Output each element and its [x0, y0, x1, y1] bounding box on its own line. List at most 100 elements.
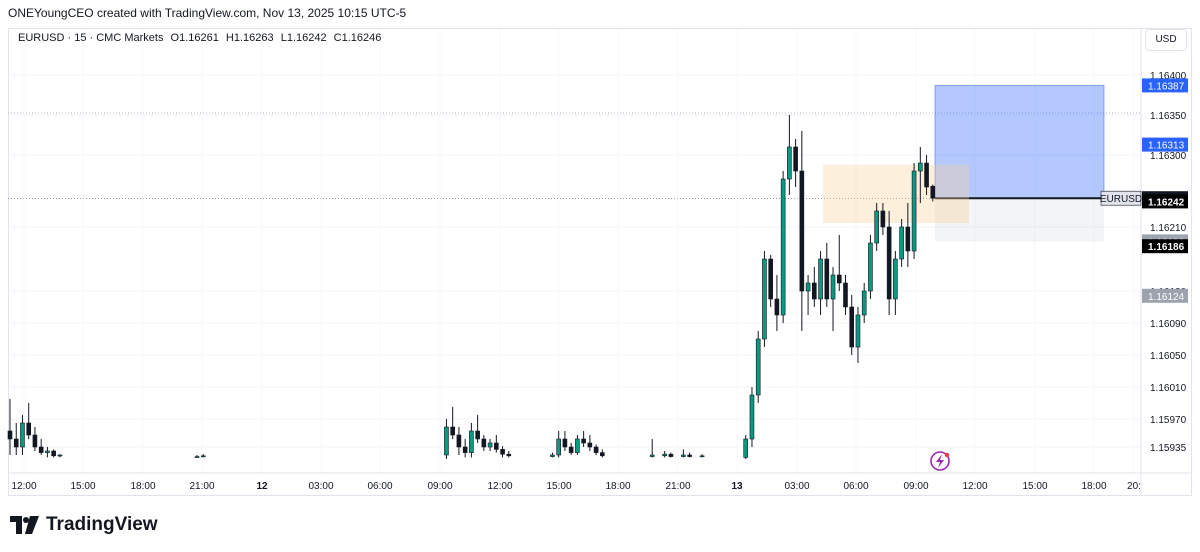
- symbol-tag-label: EURUSD: [1100, 194, 1142, 205]
- candle-body: [780, 178, 786, 316]
- candle: [550, 452, 555, 458]
- candle: [444, 419, 449, 459]
- candle: [768, 255, 773, 307]
- target-zone: [934, 84, 1105, 199]
- chart-frame: [8, 28, 1192, 496]
- price-label-text: 1.16242: [1148, 197, 1185, 208]
- candle-body: [911, 170, 917, 252]
- candle-body: [481, 438, 487, 448]
- candle: [200, 454, 206, 458]
- candle-body: [768, 258, 773, 300]
- candle-body: [450, 426, 455, 436]
- candle: [861, 283, 867, 323]
- candle: [26, 403, 32, 439]
- candle-body: [7, 430, 13, 440]
- candle: [462, 439, 468, 458]
- candle-body: [880, 210, 886, 228]
- candle: [7, 399, 13, 455]
- time-tick-label: 21:00: [189, 481, 214, 492]
- candle-body: [600, 452, 605, 457]
- candle-body: [774, 298, 780, 316]
- candle-body: [930, 185, 936, 199]
- candle-body: [874, 210, 879, 244]
- candle: [924, 155, 929, 195]
- candle: [681, 449, 686, 458]
- candle: [905, 203, 911, 267]
- time-tick-label: 18:00: [130, 481, 155, 492]
- candle: [849, 295, 855, 355]
- candle-body: [556, 438, 561, 456]
- time-tick-label: 15:00: [546, 481, 571, 492]
- candle: [593, 444, 599, 455]
- price-tick-label: 1.15970: [1150, 415, 1187, 426]
- candle: [755, 331, 761, 403]
- candle: [880, 203, 886, 235]
- candle-body: [575, 438, 580, 453]
- candle: [494, 435, 499, 453]
- candle-body: [749, 394, 755, 440]
- candle-body: [668, 453, 674, 457]
- candle: [475, 415, 480, 443]
- lightning-event-icon[interactable]: [930, 451, 950, 471]
- candle-body: [830, 274, 836, 300]
- time-tick-label: 20:: [1127, 481, 1141, 492]
- candle-body: [494, 442, 499, 450]
- symbol-tag: [1100, 190, 1142, 206]
- candle-body: [194, 456, 200, 458]
- time-tick-label: 12:00: [487, 481, 512, 492]
- price-label: 1.16313: [1142, 137, 1188, 152]
- candle: [450, 407, 455, 439]
- candle-body: [500, 449, 505, 455]
- candle: [587, 435, 593, 451]
- candle: [581, 431, 586, 447]
- candle-body: [861, 290, 867, 316]
- ohlc-legend: EURUSD · 15 · CMC Markets O1.16261 H1.16…: [18, 32, 385, 44]
- candle-body: [799, 170, 805, 292]
- grid-lines: [8, 29, 1141, 473]
- candle: [45, 447, 50, 458]
- time-tick-label: 12:00: [11, 481, 36, 492]
- candle-body: [836, 274, 842, 284]
- price-label: 1.16242: [1142, 194, 1188, 209]
- candle-body: [581, 438, 586, 444]
- candle: [780, 171, 786, 323]
- candle: [20, 415, 25, 455]
- candle: [799, 131, 805, 331]
- currency-button[interactable]: USD: [1145, 29, 1187, 51]
- time-tick-label: 06:00: [367, 481, 392, 492]
- price-label-text: 1.16124: [1148, 292, 1185, 303]
- candle-body: [905, 226, 911, 252]
- price-label-text: 1.16387: [1148, 81, 1185, 92]
- candle: [843, 275, 848, 315]
- time-tick-label: 06:00: [843, 481, 868, 492]
- price-tick-label: 1.16350: [1150, 111, 1187, 122]
- candle: [874, 203, 879, 251]
- candle-body: [868, 242, 873, 292]
- candle: [57, 454, 63, 458]
- candle: [469, 423, 474, 458]
- candle-body: [762, 258, 767, 340]
- candle-body: [550, 454, 555, 457]
- candle-body: [687, 454, 692, 457]
- candle-body: [462, 446, 468, 453]
- candle-body: [855, 314, 861, 348]
- price-label-box: [1142, 194, 1188, 209]
- price-tick-label: 1.16300: [1150, 151, 1187, 162]
- price-label-box: [1142, 288, 1188, 303]
- time-tick-label: 12: [256, 481, 268, 492]
- candle: [824, 243, 830, 307]
- candle-body: [20, 422, 25, 448]
- time-tick-label: 09:00: [427, 481, 452, 492]
- candle: [456, 427, 462, 455]
- candle: [830, 267, 836, 331]
- time-tick-label: 18:00: [605, 481, 630, 492]
- legend-close: C1.16246: [333, 32, 382, 44]
- candle-body: [849, 306, 855, 348]
- candle-body: [57, 454, 63, 457]
- price-label-box: [1142, 239, 1188, 254]
- brand-name: TradingView: [46, 514, 158, 535]
- time-axis: 12:00 15:00 18:00 21:00 12 03:00 06:00 09:00 12:…: [11, 481, 1140, 492]
- candle: [893, 251, 898, 315]
- time-tick-label: 18:00: [1081, 481, 1106, 492]
